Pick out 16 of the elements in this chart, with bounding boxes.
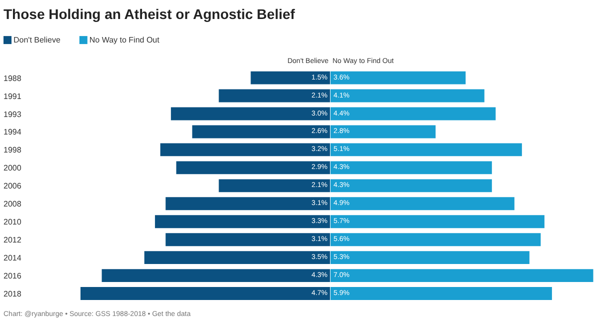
y-tick-label: 1998	[4, 146, 22, 155]
y-tick-label: 2008	[4, 200, 22, 209]
chart-title: Those Holding an Atheist or Agnostic Belief	[4, 6, 296, 22]
y-tick-label: 1988	[4, 74, 22, 83]
y-tick-label: 2012	[4, 236, 22, 245]
y-tick-label: 1991	[4, 92, 22, 101]
y-tick-label: 2010	[4, 218, 22, 227]
legend-label: No Way to Find Out	[89, 36, 160, 45]
y-tick-label: 1994	[4, 128, 22, 137]
y-tick-label: 2018	[4, 290, 22, 299]
y-tick-label: 2000	[4, 164, 22, 173]
y-tick-label: 2014	[4, 254, 22, 263]
y-tick-label: 1993	[4, 110, 22, 119]
y-tick-label: 2006	[4, 182, 22, 191]
y-tick-label: 2016	[4, 272, 22, 281]
legend-label: Don't Believe	[14, 36, 61, 45]
